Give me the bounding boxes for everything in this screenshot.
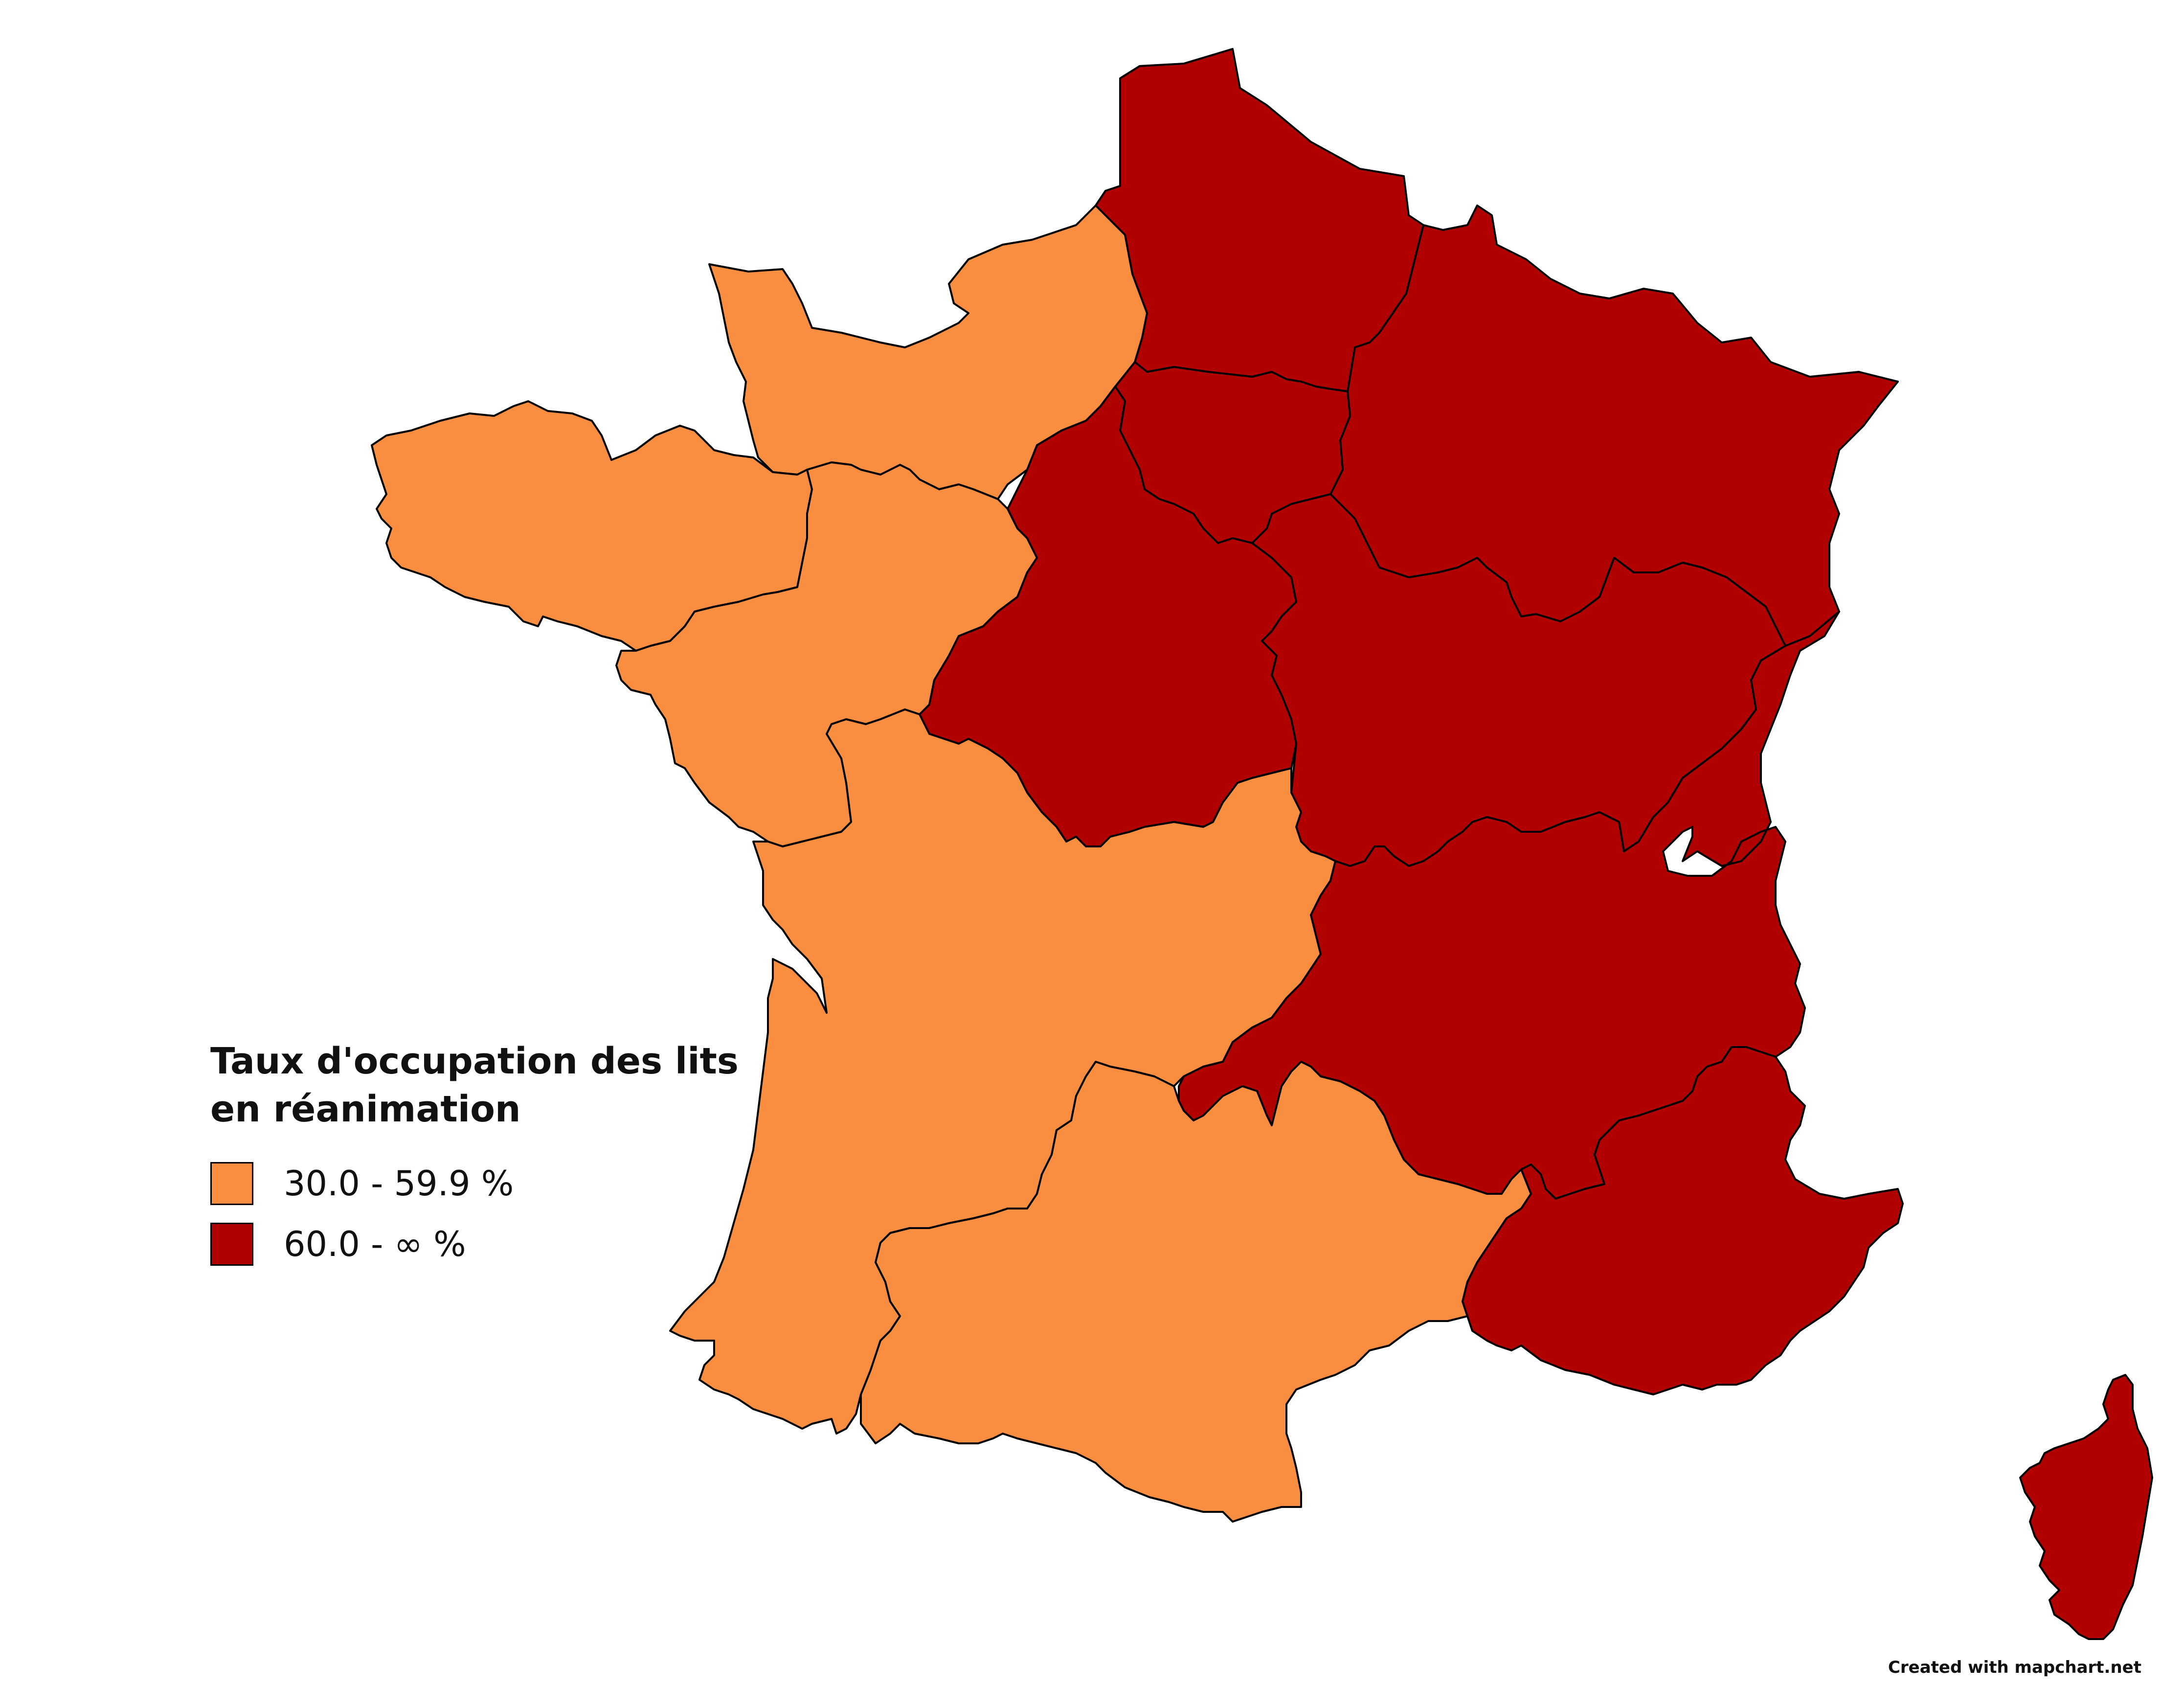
credit-text: Created with mapchart.net <box>1888 1658 2141 1677</box>
map-legend: Taux d'occupation des lits en réanimatio… <box>210 1037 797 1283</box>
legend-items: 30.0 - 59.9 % 60.0 - ∞ % <box>210 1162 797 1266</box>
region-corse[interactable] <box>2019 1374 2153 1640</box>
legend-label-low: 30.0 - 59.9 % <box>284 1163 514 1204</box>
region-paca[interactable] <box>1462 1046 1904 1395</box>
legend-title-line-2: en réanimation <box>210 1088 521 1130</box>
legend-title-line-1: Taux d'occupation des lits <box>210 1040 739 1082</box>
legend-item-low: 30.0 - 59.9 % <box>210 1162 797 1206</box>
legend-swatch-high <box>210 1223 253 1266</box>
legend-label-high: 60.0 - ∞ % <box>284 1224 466 1264</box>
legend-item-high: 60.0 - ∞ % <box>210 1222 797 1266</box>
legend-swatch-low <box>210 1162 253 1205</box>
